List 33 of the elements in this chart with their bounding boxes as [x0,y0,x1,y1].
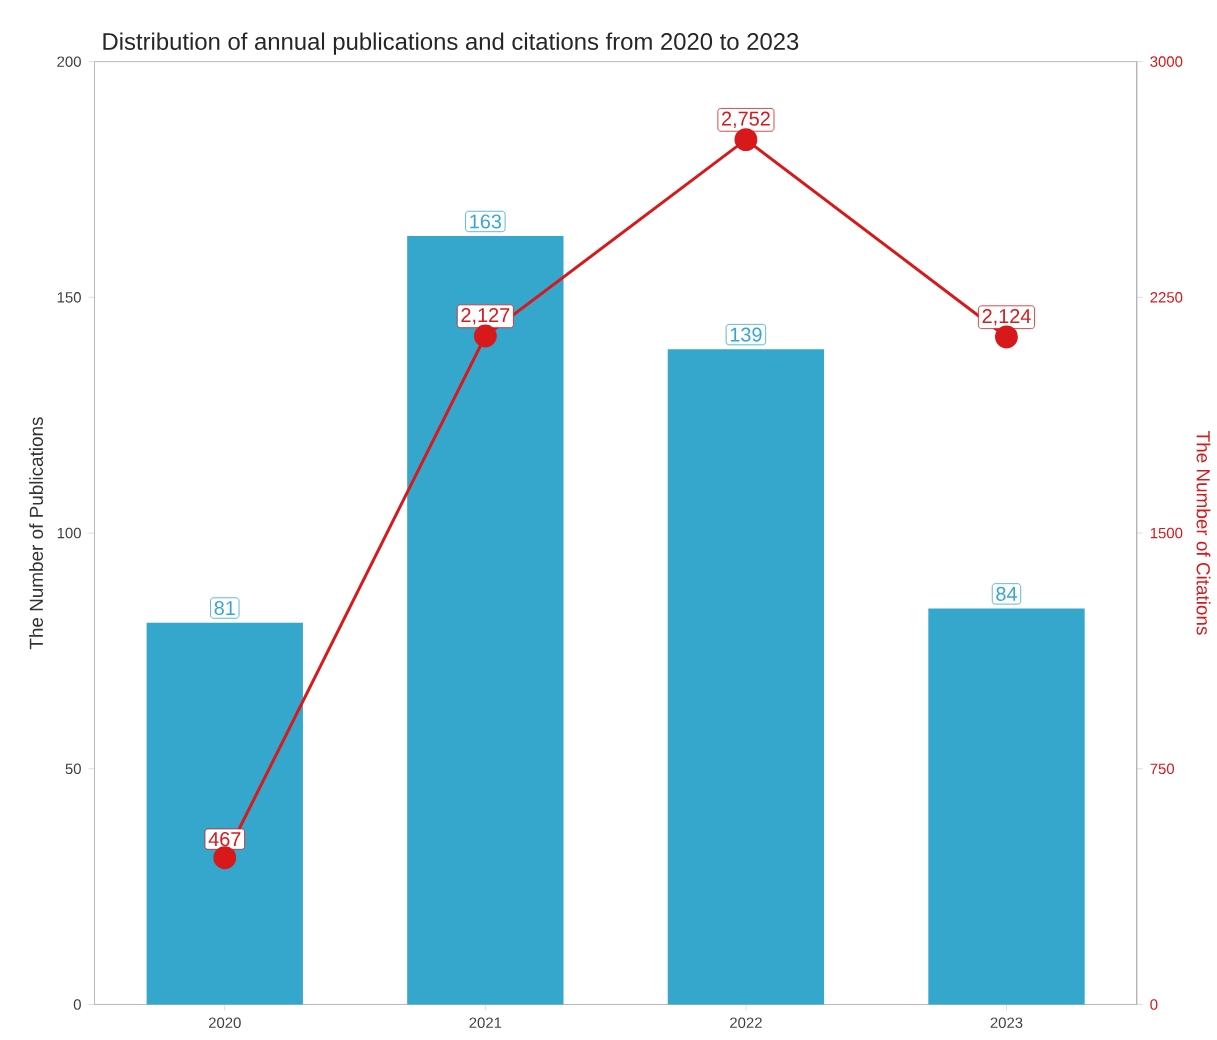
y2-tick-label: 750 [1150,763,1175,774]
y2-tick-label: 0 [1150,999,1158,1010]
y2-tick-label: 2250 [1150,291,1183,303]
x-tick-label: 2022 [730,1017,762,1028]
data-label: 2,752 [722,111,770,128]
bar [928,608,1085,1005]
y-tick-label: 0 [73,999,81,1010]
point [213,846,237,869]
bar [146,622,303,1005]
y2-tick-label: 3000 [1150,56,1183,67]
y2-axis-title: The Number of Citations [1196,430,1211,635]
data-label: 2,127 [461,307,510,325]
x-tick-label: 2023 [990,1017,1023,1028]
data-label: 163 [470,214,502,229]
data-label: 139 [730,327,762,342]
y-axis-title: The Number of Publications [29,417,44,650]
y-tick-label: 50 [65,763,81,774]
data-label: 81 [214,600,235,615]
chart-title: Distribution of annual publications and citations from 2020 to 2023 [103,32,799,55]
y-tick-label: 150 [57,291,81,303]
point [473,324,497,348]
data-label: 467 [208,831,241,847]
y-tick-label: 100 [57,527,81,539]
bar [407,235,564,1005]
x-tick-label: 2020 [208,1017,241,1028]
data-label: 2,124 [982,308,1031,326]
data-label: 84 [996,586,1017,601]
y-tick-label: 200 [57,56,81,67]
y2-tick-label: 1500 [1150,527,1183,539]
x-tick-label: 2021 [469,1017,502,1028]
bar [667,349,825,1005]
point [995,325,1018,349]
point [734,128,758,151]
